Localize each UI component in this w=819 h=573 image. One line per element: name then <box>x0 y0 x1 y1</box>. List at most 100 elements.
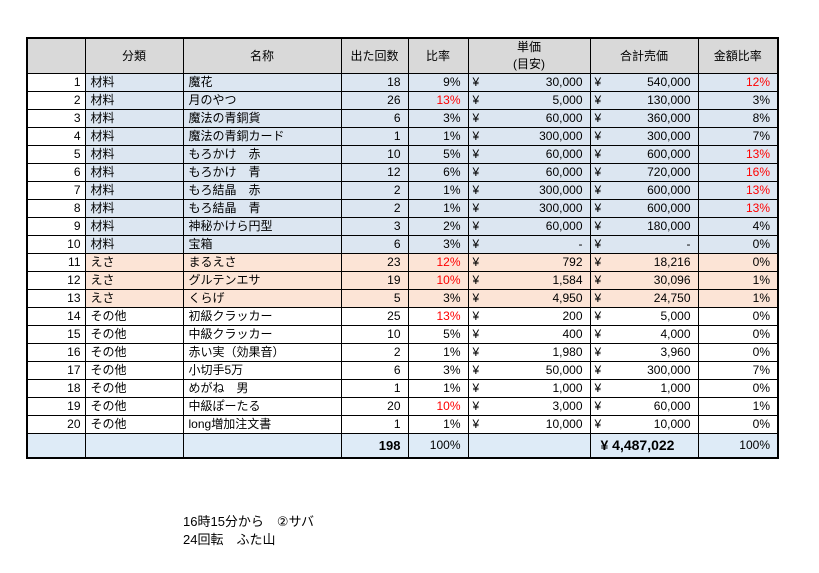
count-cell[interactable]: 12 <box>340 163 409 182</box>
ratio-cell[interactable]: 6% <box>407 163 469 182</box>
category-cell[interactable]: その他 <box>84 361 184 380</box>
unit-price-cell[interactable]: ¥792 <box>467 253 591 272</box>
total-count-cell[interactable]: 198 <box>340 433 409 459</box>
amount-ratio-cell[interactable]: 0% <box>697 379 779 398</box>
amount-ratio-cell[interactable]: 16% <box>697 163 779 182</box>
count-cell[interactable]: 2 <box>340 343 409 362</box>
header-row-number-cell[interactable] <box>26 37 86 74</box>
name-cell[interactable]: くらげ <box>182 289 342 308</box>
total-price-cell[interactable]: ¥300,000 <box>589 361 699 380</box>
row-number-cell[interactable]: 19 <box>26 397 86 416</box>
unit-price-cell[interactable]: ¥300,000 <box>467 199 591 218</box>
total-price-cell[interactable]: ¥4,000 <box>589 325 699 344</box>
row-number-cell[interactable]: 1 <box>26 73 86 92</box>
name-cell[interactable]: 神秘かけら円型 <box>182 217 342 236</box>
ratio-cell[interactable]: 3% <box>407 235 469 254</box>
count-cell[interactable]: 5 <box>340 289 409 308</box>
total-price-cell[interactable]: ¥10,000 <box>589 415 699 434</box>
count-cell[interactable]: 25 <box>340 307 409 326</box>
count-cell[interactable]: 1 <box>340 379 409 398</box>
row-number-cell[interactable]: 8 <box>26 199 86 218</box>
amount-ratio-cell[interactable]: 7% <box>697 361 779 380</box>
header-total-price[interactable]: 合計売価 <box>589 37 699 74</box>
category-cell[interactable]: えさ <box>84 271 184 290</box>
unit-price-cell[interactable]: ¥10,000 <box>467 415 591 434</box>
category-cell[interactable]: 材料 <box>84 235 184 254</box>
count-cell[interactable]: 18 <box>340 73 409 92</box>
unit-price-cell[interactable]: ¥60,000 <box>467 217 591 236</box>
total-price-cell[interactable]: ¥720,000 <box>589 163 699 182</box>
amount-ratio-cell[interactable]: 1% <box>697 397 779 416</box>
total-price-cell[interactable]: ¥600,000 <box>589 181 699 200</box>
amount-ratio-cell[interactable]: 12% <box>697 73 779 92</box>
category-cell[interactable]: 材料 <box>84 109 184 128</box>
ratio-cell[interactable]: 3% <box>407 289 469 308</box>
count-cell[interactable]: 19 <box>340 271 409 290</box>
row-number-cell[interactable]: 9 <box>26 217 86 236</box>
row-number-cell[interactable]: 3 <box>26 109 86 128</box>
category-cell[interactable]: その他 <box>84 325 184 344</box>
ratio-cell[interactable]: 2% <box>407 217 469 236</box>
category-cell[interactable]: 材料 <box>84 163 184 182</box>
ratio-cell[interactable]: 1% <box>407 379 469 398</box>
category-cell[interactable]: えさ <box>84 253 184 272</box>
row-number-cell[interactable]: 4 <box>26 127 86 146</box>
ratio-cell[interactable]: 1% <box>407 343 469 362</box>
category-cell[interactable]: その他 <box>84 343 184 362</box>
total-price-cell[interactable]: ¥30,096 <box>589 271 699 290</box>
header-unit-price[interactable]: 単価 (目安) <box>467 37 591 74</box>
row-number-cell[interactable]: 11 <box>26 253 86 272</box>
amount-ratio-cell[interactable]: 8% <box>697 109 779 128</box>
unit-price-cell[interactable]: ¥200 <box>467 307 591 326</box>
row-number-cell[interactable]: 17 <box>26 361 86 380</box>
category-cell[interactable]: 材料 <box>84 217 184 236</box>
category-cell[interactable]: その他 <box>84 307 184 326</box>
unit-price-cell[interactable]: ¥5,000 <box>467 91 591 110</box>
unit-price-cell[interactable]: ¥ - <box>467 235 591 254</box>
total-amount-ratio-cell[interactable]: 100% <box>697 433 779 459</box>
name-cell[interactable]: もろかけ 赤 <box>182 145 342 164</box>
count-cell[interactable]: 26 <box>340 91 409 110</box>
amount-ratio-cell[interactable]: 0% <box>697 343 779 362</box>
total-price-cell[interactable]: ¥1,000 <box>589 379 699 398</box>
total-price-cell[interactable]: ¥ - <box>589 235 699 254</box>
ratio-cell[interactable]: 5% <box>407 145 469 164</box>
total-ratio-cell[interactable]: 100% <box>407 433 469 459</box>
count-cell[interactable]: 2 <box>340 181 409 200</box>
total-price-cell[interactable]: ¥5,000 <box>589 307 699 326</box>
count-cell[interactable]: 3 <box>340 217 409 236</box>
unit-price-cell[interactable]: ¥1,980 <box>467 343 591 362</box>
ratio-cell[interactable]: 1% <box>407 181 469 200</box>
row-number-cell[interactable]: 15 <box>26 325 86 344</box>
unit-price-cell[interactable]: ¥3,000 <box>467 397 591 416</box>
category-cell[interactable]: 材料 <box>84 145 184 164</box>
count-cell[interactable]: 2 <box>340 199 409 218</box>
count-cell[interactable]: 6 <box>340 361 409 380</box>
header-category[interactable]: 分類 <box>84 37 184 74</box>
count-cell[interactable]: 6 <box>340 109 409 128</box>
count-cell[interactable]: 20 <box>340 397 409 416</box>
name-cell[interactable]: 中級ぽーたる <box>182 397 342 416</box>
name-cell[interactable]: もろかけ 青 <box>182 163 342 182</box>
total-row-number-cell[interactable] <box>26 433 86 459</box>
unit-price-cell[interactable]: ¥30,000 <box>467 73 591 92</box>
amount-ratio-cell[interactable]: 0% <box>697 307 779 326</box>
ratio-cell[interactable]: 9% <box>407 73 469 92</box>
ratio-cell[interactable]: 13% <box>407 307 469 326</box>
unit-price-cell[interactable]: ¥300,000 <box>467 127 591 146</box>
name-cell[interactable]: めがね 男 <box>182 379 342 398</box>
total-price-cell[interactable]: ¥600,000 <box>589 199 699 218</box>
ratio-cell[interactable]: 10% <box>407 397 469 416</box>
amount-ratio-cell[interactable]: 1% <box>697 271 779 290</box>
amount-ratio-cell[interactable]: 0% <box>697 235 779 254</box>
category-cell[interactable]: 材料 <box>84 91 184 110</box>
category-cell[interactable]: 材料 <box>84 199 184 218</box>
total-price-cell[interactable]: ¥24,750 <box>589 289 699 308</box>
amount-ratio-cell[interactable]: 3% <box>697 91 779 110</box>
total-unit-price-cell[interactable] <box>467 433 591 459</box>
row-number-cell[interactable]: 13 <box>26 289 86 308</box>
count-cell[interactable]: 10 <box>340 145 409 164</box>
category-cell[interactable]: 材料 <box>84 73 184 92</box>
total-name-cell[interactable] <box>182 433 342 459</box>
amount-ratio-cell[interactable]: 13% <box>697 199 779 218</box>
